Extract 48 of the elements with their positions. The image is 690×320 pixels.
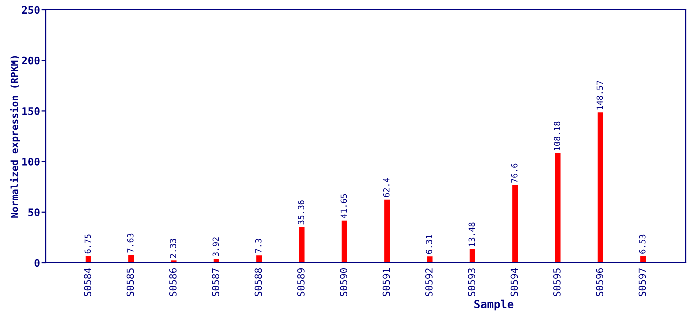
x-tick-label: S0591 xyxy=(382,268,390,296)
x-tick-label: S0592 xyxy=(425,268,433,296)
data-label: 6.31 xyxy=(426,235,432,254)
bar xyxy=(299,227,305,263)
y-tick-label: 100 xyxy=(22,158,40,166)
x-tick-label: S0587 xyxy=(212,268,220,296)
y-tick-label: 50 xyxy=(28,208,40,217)
bar xyxy=(512,185,518,263)
x-tick-label: S0589 xyxy=(297,268,305,296)
x-tick-label: S0585 xyxy=(126,268,134,296)
bar xyxy=(598,112,604,263)
bar xyxy=(384,200,390,263)
data-label: 35.36 xyxy=(298,200,304,225)
x-tick-label: S0584 xyxy=(84,268,92,296)
data-label: 76.6 xyxy=(511,164,518,183)
x-tick-label: S0590 xyxy=(340,268,348,296)
x-tick-label: S0593 xyxy=(468,268,476,296)
data-label: 62.4 xyxy=(383,178,390,198)
bar xyxy=(427,256,433,263)
x-tick-label: S0594 xyxy=(510,268,518,296)
bar xyxy=(555,154,561,263)
bar xyxy=(342,220,348,263)
x-tick-label: S0597 xyxy=(638,268,646,296)
y-tick-label: 150 xyxy=(22,107,40,116)
x-tick-label: S0586 xyxy=(169,268,177,296)
x-tick-label: S0588 xyxy=(254,268,262,296)
x-axis-title: Sample xyxy=(474,300,514,311)
x-tick-label: S0595 xyxy=(553,268,561,296)
data-label: 108.18 xyxy=(554,122,560,150)
y-axis-title: Normalized expression (RPKM) xyxy=(10,56,20,218)
bar xyxy=(470,249,476,263)
bar xyxy=(256,256,262,263)
data-label: 3.92 xyxy=(212,238,220,256)
data-label: 13.48 xyxy=(468,222,476,246)
y-tick-label: 0 xyxy=(34,259,40,268)
y-tick-label: 200 xyxy=(22,56,40,65)
bar xyxy=(128,255,134,263)
bar xyxy=(86,256,92,263)
bar xyxy=(640,256,646,263)
data-label: 2.33 xyxy=(170,239,176,258)
data-label: 6.75 xyxy=(84,234,92,254)
y-tick-label: 250 xyxy=(22,6,40,14)
data-label: 148.57 xyxy=(596,81,604,110)
x-tick-label: S0596 xyxy=(596,268,604,296)
data-label: 7.63 xyxy=(127,234,134,253)
data-label: 7.3 xyxy=(255,239,262,254)
data-label: 6.53 xyxy=(639,234,646,254)
data-label: 41.65 xyxy=(340,194,348,218)
